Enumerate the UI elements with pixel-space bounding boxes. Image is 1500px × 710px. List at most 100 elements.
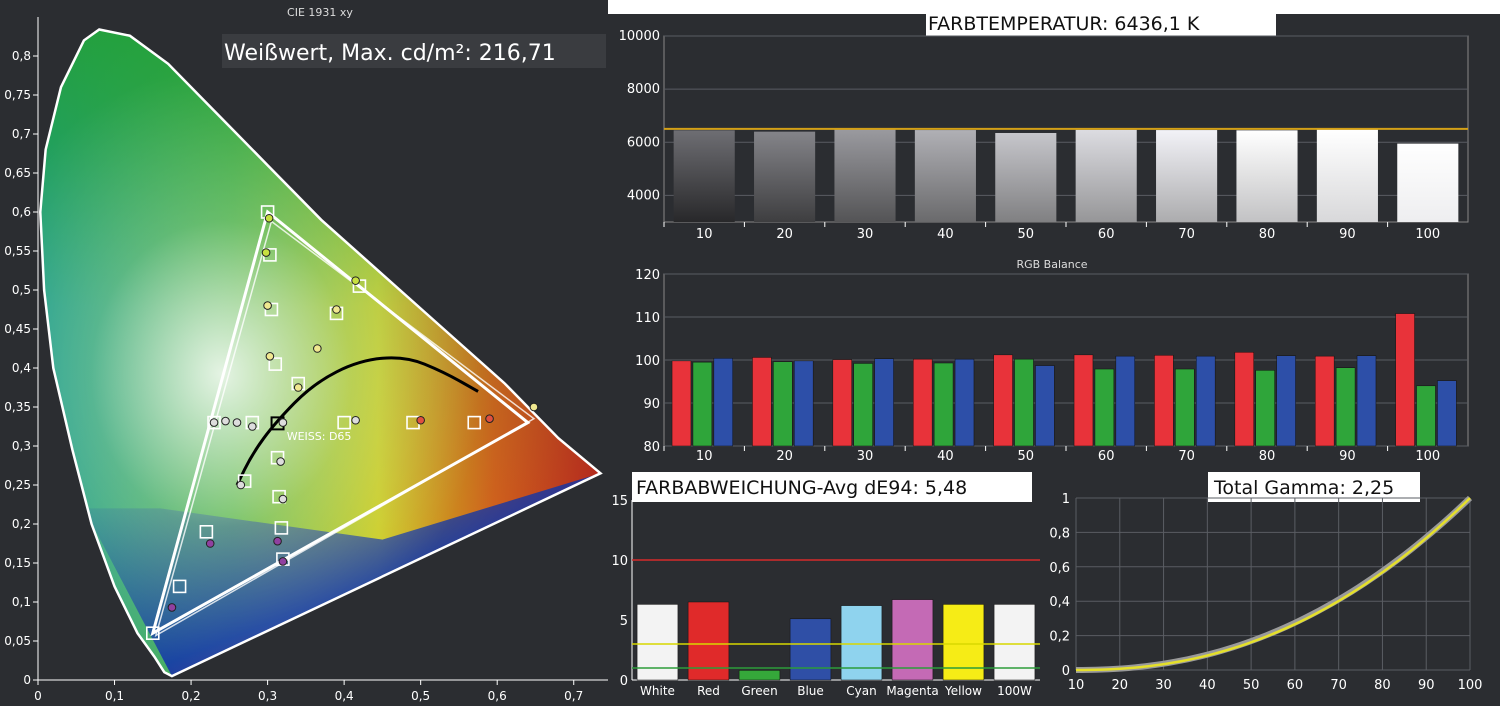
rgb-x-tick-label: 70 xyxy=(1178,449,1195,464)
rgb-bar xyxy=(692,361,713,447)
cie-y-tick-label: 0,3 xyxy=(12,439,31,453)
rgb-x-tick-label: 100 xyxy=(1415,449,1440,464)
spectral-locus xyxy=(39,28,603,678)
de-bar xyxy=(687,601,730,681)
rgb-x-tick-label: 50 xyxy=(1018,449,1035,464)
cie-chart: 0 0,1 0,2 0,3 0,4 0,5 0,6 0,7 0 0,05 0,1 0,15 0,2 0,2… xyxy=(0,0,612,706)
cie-y-tick-label: 0,2 xyxy=(12,517,31,531)
rgb-x-tick-label: 60 xyxy=(1098,449,1115,464)
cct-bar xyxy=(1156,130,1218,222)
white-badge: Weißwert, Max. cd/m²: 216,71 xyxy=(224,41,556,66)
cct-y-tick-label: 10000 xyxy=(619,29,660,44)
cct-y-tick-label: 4000 xyxy=(627,188,660,203)
gamma-title: Total Gamma: 2,25 xyxy=(1213,477,1394,499)
cct-x-tick-label: 90 xyxy=(1339,227,1356,242)
cie-measured-point xyxy=(167,603,177,612)
gamma-x-tick-label: 100 xyxy=(1458,678,1483,693)
cct-bar xyxy=(995,132,1057,222)
rgb-bar xyxy=(1175,368,1195,447)
cct-bar xyxy=(1075,129,1137,222)
cie-title: CIE 1931 xy xyxy=(287,6,353,19)
cie-measured-point xyxy=(278,494,288,504)
rgb-bar xyxy=(1356,355,1377,447)
cie-measured-point xyxy=(265,352,275,361)
rgb-bar xyxy=(1073,354,1094,447)
cct-panel: FARBTEMPERATUR: 6436,1 K 4000 6000 8000 100… xyxy=(608,0,1500,246)
gamma-x-tick-label: 40 xyxy=(1199,678,1216,693)
rgb-bar xyxy=(1115,355,1136,447)
cie-y-tick-label: 0,8 xyxy=(12,49,31,63)
de-x-tick-label: Cyan xyxy=(846,684,876,698)
cct-x-tick-label: 70 xyxy=(1178,227,1195,242)
cie-measured-point xyxy=(416,415,425,425)
cie-target-marker xyxy=(268,357,283,371)
cct-title: FARBTEMPERATUR: 6436,1 K xyxy=(928,13,1200,35)
de-title: FARBABWEICHUNG-Avg dE94: 5,48 xyxy=(636,477,967,499)
cie-y-tick-label: 0,6 xyxy=(12,205,31,219)
cie-measured-point xyxy=(276,457,285,466)
cct-chart: FARBTEMPERATUR: 6436,1 K 4000 6000 8000 100… xyxy=(608,0,1500,246)
de-x-tick-label: 100W xyxy=(997,684,1032,698)
rgb-bar xyxy=(874,358,894,447)
gamma-x-tick-label: 10 xyxy=(1068,678,1085,693)
delta-e-chart: FARBABWEICHUNG-Avg dE94: 5,48 0 5 10 15 Whit… xyxy=(608,466,1044,706)
rgb-bar xyxy=(1335,367,1356,447)
rgb-bar xyxy=(1094,368,1115,447)
cie-y-tick-label: 0,7 xyxy=(12,127,31,141)
cie-measured-point xyxy=(261,248,271,257)
cie-measured-point xyxy=(247,422,257,431)
rgb-bar xyxy=(1195,355,1216,447)
cie-target-marker xyxy=(274,521,289,535)
cie-target-marker xyxy=(172,579,187,594)
rgb-bar xyxy=(1255,370,1275,447)
rgb-panel: RGB Balance 80 90 100 110 120 10 20 30 40 50 60 70 8… xyxy=(608,246,1500,466)
cie-y-tick-label: 0,25 xyxy=(4,478,31,492)
cie-y-tick-label: 0,35 xyxy=(4,400,31,414)
cie-x-tick-label: 0,1 xyxy=(105,689,124,703)
white-badge-bg xyxy=(222,34,606,68)
cie-y-tick-label: 0,4 xyxy=(12,361,31,375)
rgb-bar xyxy=(1416,385,1436,447)
de-y-tick-label: 5 xyxy=(620,614,628,629)
gamma-x-tick-label: 80 xyxy=(1374,678,1391,693)
rgb-bar xyxy=(1437,380,1457,447)
rgb-y-tick-label: 90 xyxy=(643,397,660,412)
cct-bar xyxy=(673,130,735,222)
de-bar xyxy=(891,599,934,681)
cie-target-marker xyxy=(207,415,221,430)
rgb-bar xyxy=(954,358,975,447)
de-x-tick-label: Green xyxy=(741,684,777,698)
cct-x-tick-label: 30 xyxy=(857,227,874,242)
gamma-y-tick-label: 1 xyxy=(1062,492,1070,507)
cie-target-marker xyxy=(264,302,279,317)
rgb-bar xyxy=(1234,352,1254,447)
rgb-title: RGB Balance xyxy=(1016,258,1087,271)
de-x-tick-label: Magenta xyxy=(886,684,938,698)
cie-y-tick-label: 0,05 xyxy=(4,634,31,648)
de-y-tick-label: 10 xyxy=(611,554,628,569)
cie-x-tick-label: 0,6 xyxy=(488,689,507,703)
cie-x-tick-label: 0,5 xyxy=(411,689,430,703)
de-y-tick-label: 0 xyxy=(620,674,628,689)
cie-measured-point xyxy=(263,301,272,310)
rgb-x-tick-label: 20 xyxy=(776,449,793,464)
cie-measured-point xyxy=(209,418,219,427)
cct-bar xyxy=(834,129,896,222)
rgb-bar xyxy=(912,358,933,447)
rgb-bar xyxy=(1014,358,1034,447)
rgb-x-tick-label: 40 xyxy=(937,449,954,464)
de-bar xyxy=(840,605,883,681)
cie-measured-point xyxy=(332,305,341,314)
rgb-x-tick-label: 10 xyxy=(696,449,713,464)
cct-x-tick-label: 50 xyxy=(1018,227,1035,242)
cie-panel: 0 0,1 0,2 0,3 0,4 0,5 0,6 0,7 0 0,05 0,1 0,15 0,2 0,2… xyxy=(0,0,612,706)
cct-y-tick-label: 6000 xyxy=(627,135,660,150)
whitepoint-label: WEISS: D65 xyxy=(287,430,352,443)
cct-x-tick-label: 80 xyxy=(1259,227,1276,242)
rgb-balance-chart: RGB Balance 80 90 100 110 120 10 20 30 40 50 60 70 8… xyxy=(608,246,1500,466)
cie-target-marker xyxy=(467,415,482,430)
rgb-bar xyxy=(1276,355,1296,447)
de-panel: FARBABWEICHUNG-Avg dE94: 5,48 0 5 10 15 Whit… xyxy=(608,466,1044,706)
rgb-bar xyxy=(853,363,873,447)
cct-bar xyxy=(754,131,816,222)
